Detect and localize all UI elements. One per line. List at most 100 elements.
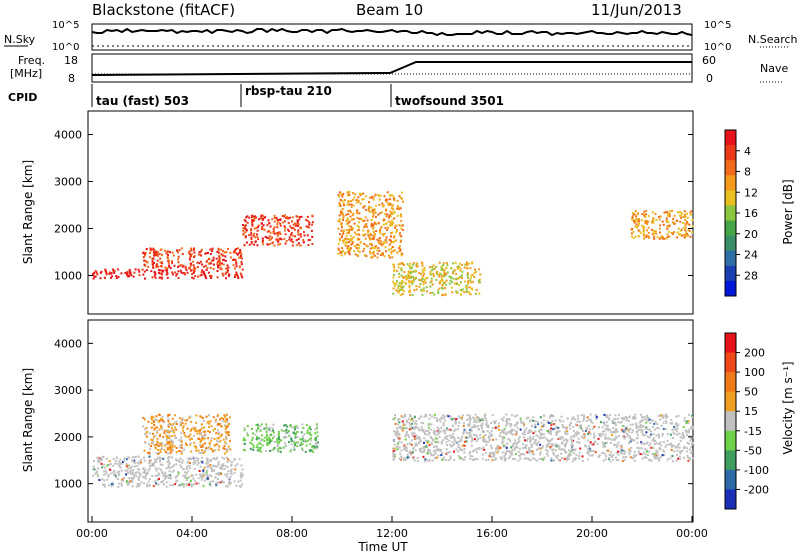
echo-cell [571,444,574,447]
echo-cell [377,193,380,196]
echo-cell [188,416,191,419]
echo-cell [163,477,166,480]
echo-cell [198,452,201,454]
echo-cell [454,420,457,423]
echo-cell [628,436,631,439]
echo-cell [367,207,370,210]
echo-cell [415,434,418,437]
echo-cell [389,215,392,218]
echo-cell [521,453,524,456]
echo-cell [424,278,427,281]
colorbar-swatch [725,145,736,161]
echo-cell [572,439,575,442]
echo-cell [213,469,215,472]
echo-cell [273,220,276,223]
echo-cell [543,456,546,459]
echo-cell [475,435,478,438]
echo-cell [296,431,299,434]
echo-cell [195,445,197,448]
echo-cell [185,483,188,485]
echo-cell [193,483,195,486]
echo-cell [431,459,434,462]
echo-cell [205,462,208,465]
echo-cell [103,484,106,486]
echo-cell [441,451,444,454]
echo-cell [276,445,279,448]
echo-cell [399,245,401,247]
echo-cell [676,236,679,239]
echo-cell [195,449,198,452]
echo-cell [313,438,316,441]
echo-cell [306,234,309,237]
echo-cell [92,273,94,275]
noise-tick-low-left: 10^0 [52,42,79,53]
echo-cell [138,475,141,478]
echo-cell [338,203,341,205]
echo-cell [683,419,686,422]
echo-cell [437,418,440,421]
echo-cell [650,419,653,422]
echo-cell [291,216,294,219]
echo-cell [175,463,178,466]
echo-cell [251,216,253,219]
echo-cell [561,457,564,460]
echo-cell [342,231,345,234]
echo-cell [612,421,615,424]
echo-cell [167,250,169,253]
echo-cell [653,440,656,443]
echo-cell [414,277,417,280]
echo-cell [410,439,413,442]
echo-cell [346,238,349,241]
echo-cell [654,443,656,446]
echo-cell [671,445,673,448]
echo-cell [398,195,401,198]
echo-cell [441,287,444,290]
echo-cell [190,437,193,440]
echo-cell [500,458,503,461]
echo-cell [586,458,589,461]
echo-cell [243,448,245,451]
echo-cell [492,438,494,441]
echo-cell [675,430,678,433]
echo-cell [426,449,429,452]
echo-cell [436,437,439,440]
echo-cell [571,418,574,421]
echo-cell [397,287,399,289]
echo-cell [309,443,312,446]
echo-cell [372,226,375,229]
echo-cell [294,426,297,429]
echo-cell [549,422,552,425]
echo-cell [422,447,425,450]
echo-cell [107,475,110,478]
echo-cell [470,440,473,443]
echo-cell [463,266,466,269]
echo-cell [482,418,485,421]
echo-cell [536,442,539,445]
echo-cell [200,416,203,418]
echo-cell [590,420,593,423]
echo-cell [529,450,532,453]
echo-cell [640,442,643,445]
echo-cell [462,430,465,433]
echo-cell [673,425,676,428]
echo-cell [177,261,180,264]
echo-cell [207,430,209,433]
echo-cell [224,425,227,428]
echo-cell [516,414,519,417]
echo-cell [580,435,583,438]
echo-cell [101,466,104,469]
echo-cell [229,416,231,419]
echo-cell [641,453,644,455]
echo-cell [554,455,557,458]
echo-cell [514,441,516,444]
echo-cell [453,282,456,285]
echo-cell [150,438,153,441]
echo-cell [294,441,297,444]
echo-cell [143,259,146,262]
echo-cell [454,261,457,264]
echo-cell [345,219,348,222]
echo-cell [103,473,106,476]
echo-cell [474,420,477,423]
echo-cell [144,264,147,267]
echo-cell [516,426,519,429]
